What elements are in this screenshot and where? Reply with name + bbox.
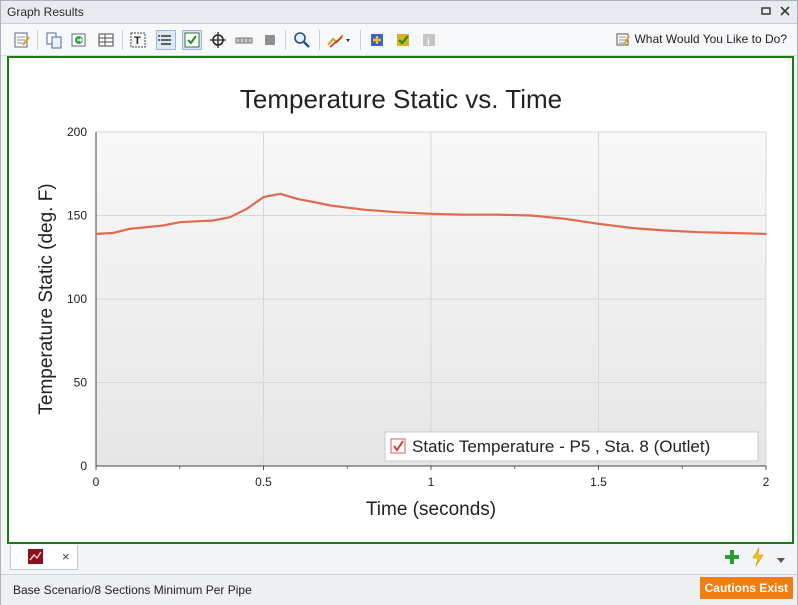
data-point xyxy=(396,211,399,214)
tab-dropdown-icon[interactable] xyxy=(776,554,786,568)
data-point xyxy=(363,208,365,211)
x-axis-label: Time (seconds) xyxy=(366,499,496,520)
zoom-icon[interactable] xyxy=(293,31,311,49)
x-tick-label: 1.5 xyxy=(590,475,607,489)
data-point xyxy=(731,232,734,234)
svg-text:i: i xyxy=(427,37,430,48)
legend: Static Temperature - P5 , Sta. 8 (Outlet… xyxy=(384,431,759,462)
x-tick-label: 0.5 xyxy=(255,475,272,489)
graph-tab-strip: × xyxy=(1,545,797,573)
data-point xyxy=(631,227,633,229)
line-style-icon[interactable] xyxy=(327,31,351,49)
svg-text:T: T xyxy=(134,35,141,47)
window-title: Graph Results xyxy=(7,5,84,19)
data-point xyxy=(111,232,114,234)
graph-toolbar: T i xyxy=(1,24,797,56)
data-point xyxy=(329,204,332,207)
data-point xyxy=(564,217,566,220)
y-tick-label: 200 xyxy=(67,125,87,139)
add-graph-icon[interactable] xyxy=(368,31,386,49)
restore-icon[interactable] xyxy=(759,4,773,18)
check-graph-icon[interactable] xyxy=(394,31,412,49)
help-book-icon xyxy=(616,32,631,46)
y-axis-label: Temperature Static (deg. F) xyxy=(36,183,57,414)
close-icon[interactable] xyxy=(778,4,792,18)
copy-icon[interactable] xyxy=(45,31,63,49)
legend-series-label: Static Temperature - P5 , Sta. 8 (Outlet… xyxy=(412,437,710,456)
lightning-icon[interactable] xyxy=(751,547,765,569)
cautions-exist-button[interactable]: Cautions Exist xyxy=(699,577,793,599)
data-point xyxy=(312,201,315,204)
x-tick-label: 0 xyxy=(93,475,100,489)
title-bar: Graph Results xyxy=(1,1,797,24)
status-bar: Base Scenario/8 Sections Minimum Per Pip… xyxy=(1,574,797,605)
stop-icon[interactable] xyxy=(261,31,279,49)
data-point xyxy=(229,216,231,219)
y-tick-label: 50 xyxy=(74,376,88,390)
scenario-path: Base Scenario/8 Sections Minimum Per Pip… xyxy=(13,583,252,597)
data-point xyxy=(128,227,131,230)
y-tick-label: 150 xyxy=(67,209,87,223)
data-point xyxy=(597,222,600,225)
data-point xyxy=(195,220,198,223)
x-tick-label: 2 xyxy=(763,475,770,489)
chart-title: Temperature Static vs. Time xyxy=(240,84,562,114)
temperature-chart[interactable]: Temperature Static vs. Time 050100150200… xyxy=(9,58,792,542)
data-point xyxy=(765,232,767,235)
data-point xyxy=(95,232,97,235)
data-point xyxy=(145,226,148,229)
graph-tab[interactable]: × xyxy=(10,545,78,570)
crosshair-icon[interactable] xyxy=(209,31,227,49)
text-annotation-icon[interactable]: T xyxy=(129,31,147,49)
checkbox-icon[interactable] xyxy=(182,30,202,50)
data-point xyxy=(296,197,298,200)
data-point xyxy=(530,214,533,217)
data-point xyxy=(245,207,248,210)
y-tick-label: 100 xyxy=(67,292,87,306)
series-line-static-temperature xyxy=(95,192,767,235)
data-point xyxy=(162,224,164,227)
graph-area: Temperature Static vs. Time 0 50 100 150 200… xyxy=(7,56,794,544)
export-icon[interactable] xyxy=(70,31,88,49)
legend-icon[interactable] xyxy=(156,30,176,50)
data-point xyxy=(698,231,700,234)
what-would-you-like-to-do-button[interactable]: What Would You Like to Do? xyxy=(616,32,787,46)
data-point xyxy=(463,213,466,216)
data-point xyxy=(262,196,265,199)
data-point xyxy=(430,212,432,215)
x-tick-label: 1 xyxy=(428,475,435,489)
graph-tab-close-icon[interactable]: × xyxy=(62,549,70,564)
graph-tab-icon xyxy=(28,549,43,567)
disabled-info-icon: i xyxy=(420,31,438,49)
data-point xyxy=(664,229,667,232)
legend-checkbox[interactable] xyxy=(390,438,406,454)
table-icon[interactable] xyxy=(97,31,115,49)
data-point xyxy=(212,219,215,222)
data-point xyxy=(279,192,282,195)
data-point xyxy=(178,221,181,224)
what-label: What Would You Like to Do? xyxy=(634,32,787,46)
slider-icon[interactable] xyxy=(235,31,253,49)
y-tick-label: 0 xyxy=(80,459,87,473)
add-tab-icon[interactable] xyxy=(724,549,740,568)
data-point xyxy=(497,213,499,216)
edit-notes-icon[interactable] xyxy=(13,31,31,49)
